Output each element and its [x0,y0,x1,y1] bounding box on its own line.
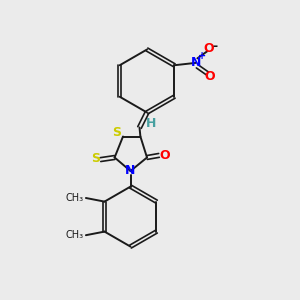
Text: H: H [146,117,156,130]
Text: CH₃: CH₃ [65,230,83,240]
Text: S: S [112,126,121,140]
Text: N: N [191,56,201,69]
Text: O: O [204,70,215,83]
Text: -: - [212,40,217,52]
Text: N: N [125,164,136,178]
Text: O: O [203,42,214,55]
Text: CH₃: CH₃ [65,193,83,203]
Text: O: O [160,149,170,162]
Text: S: S [92,152,100,165]
Text: +: + [198,51,206,61]
